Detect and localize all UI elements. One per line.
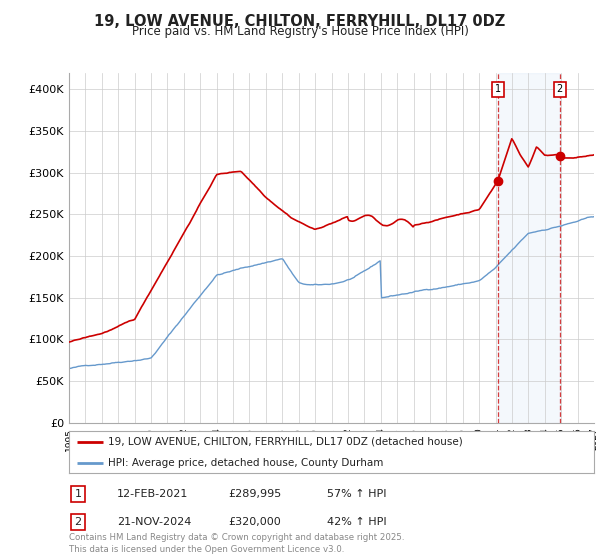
Text: 57% ↑ HPI: 57% ↑ HPI: [327, 489, 386, 499]
Text: 1: 1: [74, 489, 82, 499]
Text: Contains HM Land Registry data © Crown copyright and database right 2025.: Contains HM Land Registry data © Crown c…: [69, 533, 404, 542]
Text: This data is licensed under the Open Government Licence v3.0.: This data is licensed under the Open Gov…: [69, 545, 344, 554]
Text: 2: 2: [74, 517, 82, 527]
Text: Price paid vs. HM Land Registry's House Price Index (HPI): Price paid vs. HM Land Registry's House …: [131, 25, 469, 38]
Text: £289,995: £289,995: [228, 489, 281, 499]
Text: HPI: Average price, detached house, County Durham: HPI: Average price, detached house, Coun…: [109, 458, 384, 468]
Text: 21-NOV-2024: 21-NOV-2024: [117, 517, 191, 527]
Text: 12-FEB-2021: 12-FEB-2021: [117, 489, 188, 499]
Text: 42% ↑ HPI: 42% ↑ HPI: [327, 517, 386, 527]
Text: 19, LOW AVENUE, CHILTON, FERRYHILL, DL17 0DZ (detached house): 19, LOW AVENUE, CHILTON, FERRYHILL, DL17…: [109, 437, 463, 447]
Text: 2: 2: [556, 85, 563, 95]
Bar: [497, 73, 560, 423]
Text: 19, LOW AVENUE, CHILTON, FERRYHILL, DL17 0DZ: 19, LOW AVENUE, CHILTON, FERRYHILL, DL17…: [94, 14, 506, 29]
Bar: [497, 73, 560, 423]
Text: £320,000: £320,000: [228, 517, 281, 527]
Text: 1: 1: [494, 85, 500, 95]
